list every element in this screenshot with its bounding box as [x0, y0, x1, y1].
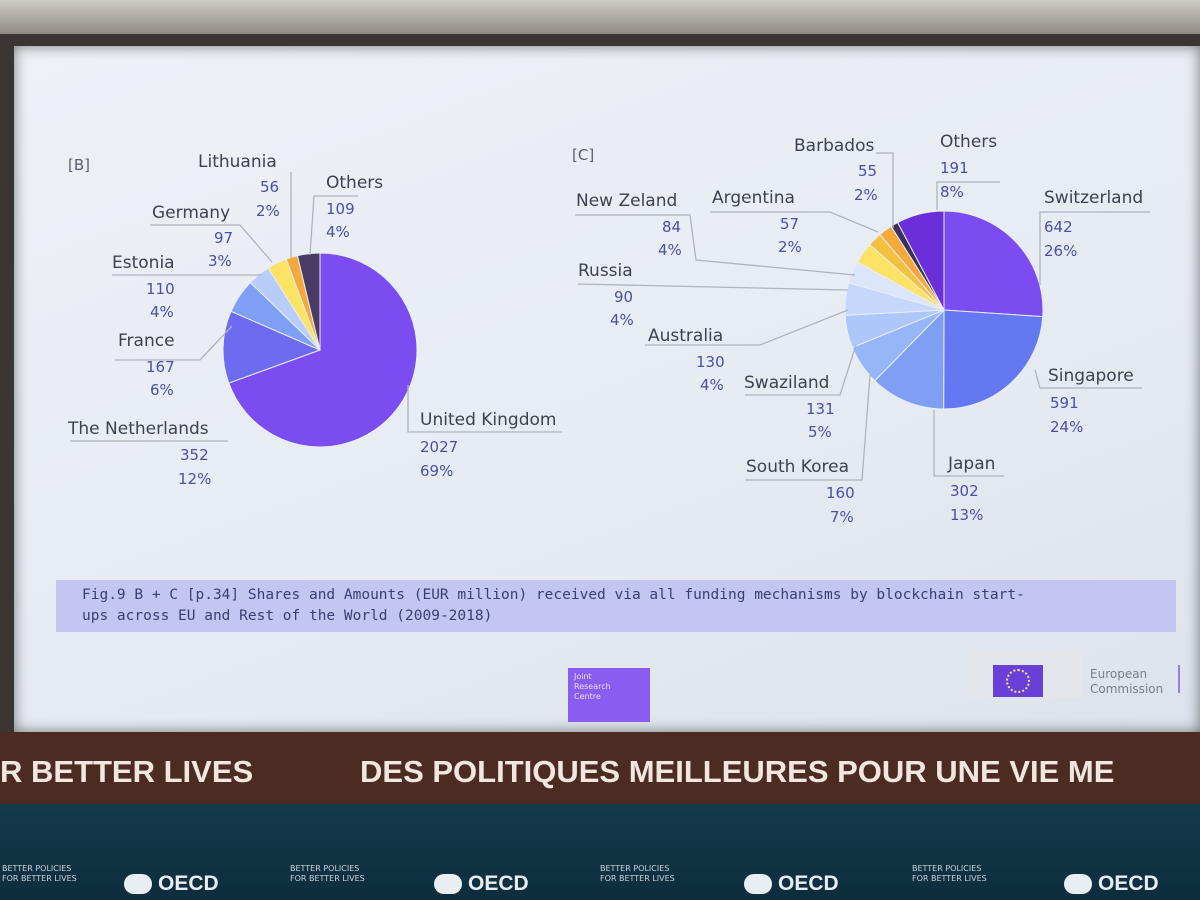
label-australia: Australia: [648, 326, 724, 346]
share-united-kingdom: 69%: [420, 462, 454, 480]
value-netherlands: 352: [180, 446, 209, 464]
leader-lines: [70, 152, 1150, 481]
share-swaziland: 5%: [808, 423, 832, 441]
value-switzerland: 642: [1044, 218, 1073, 236]
ec-logo-bar: [1178, 665, 1180, 693]
value-south-korea: 160: [826, 484, 855, 502]
banner-left-text: R BETTER LIVES: [0, 754, 254, 789]
pie-slice-the-netherlands: [222, 310, 322, 384]
value-united-kingdom: 2027: [420, 438, 459, 456]
wall-motto-3: BETTER POLICIES FOR BETTER LIVES: [600, 864, 675, 883]
label-japan: Japan: [948, 454, 996, 474]
value-australia: 130: [696, 353, 725, 371]
share-singapore: 24%: [1050, 418, 1084, 436]
value-lithuania: 56: [260, 178, 280, 196]
label-barbados: Barbados: [794, 136, 875, 156]
wall-motto-2: BETTER POLICIES FOR BETTER LIVES: [290, 864, 365, 883]
label-lithuania: Lithuania: [198, 152, 277, 172]
jrc-line-2: Research: [574, 682, 611, 691]
panel-c-tag: [C]: [572, 146, 595, 164]
jrc-logo: Joint Research Centre: [568, 668, 650, 722]
label-russia: Russia: [578, 261, 633, 281]
label-france: France: [118, 331, 175, 351]
slogan-banner: R BETTER LIVES DES POLITIQUES MEILLEURES…: [0, 732, 1200, 804]
caption-line-1: Fig.9 B + C [p.34] Shares and Amounts (E…: [82, 587, 1025, 603]
label-argentina: Argentina: [712, 188, 795, 208]
label-new-zeland: New Zeland: [576, 191, 678, 211]
share-germany: 3%: [208, 252, 232, 270]
label-switzerland: Switzerland: [1044, 188, 1144, 208]
share-japan: 13%: [950, 506, 984, 524]
pie-slice-others: [896, 210, 945, 311]
label-others-c: Others: [940, 132, 998, 152]
label-estonia: Estonia: [112, 253, 175, 273]
oecd-logo-icon: [124, 874, 152, 894]
value-others-b: 109: [326, 200, 355, 218]
pie-slice-singapore: [943, 309, 1044, 410]
value-france: 167: [146, 358, 175, 376]
pie-slice-switzerland: [943, 210, 1044, 318]
pie-c: [844, 210, 1044, 410]
value-singapore: 591: [1050, 394, 1079, 412]
value-swaziland: 131: [806, 400, 835, 418]
share-others-c: 8%: [940, 183, 964, 201]
label-swaziland: Swaziland: [744, 373, 830, 393]
value-others-c: 191: [940, 159, 969, 177]
value-argentina: 57: [780, 215, 800, 233]
share-others-b: 4%: [326, 223, 350, 241]
share-argentina: 2%: [778, 238, 802, 256]
value-russia: 90: [614, 288, 634, 306]
oecd-text-4: OECD: [1098, 872, 1159, 895]
eu-stars-icon: [1006, 669, 1030, 693]
share-switzerland: 26%: [1044, 242, 1078, 260]
label-others-b: Others: [326, 173, 384, 193]
ec-logo-text: European Commission: [1090, 667, 1163, 697]
value-estonia: 110: [146, 280, 175, 298]
oecd-text-3: OECD: [778, 872, 839, 895]
wall-motto-1: BETTER POLICIES FOR BETTER LIVES: [2, 864, 77, 883]
pie-slice-japan: [874, 308, 945, 410]
label-singapore: Singapore: [1048, 366, 1134, 386]
oecd-text-2: OECD: [468, 872, 529, 895]
value-japan: 302: [950, 482, 979, 500]
share-south-korea: 7%: [830, 508, 854, 526]
share-australia: 4%: [700, 376, 724, 394]
ec-line-1: European: [1090, 667, 1148, 681]
value-germany: 97: [214, 229, 234, 247]
wall-motto-4: BETTER POLICIES FOR BETTER LIVES: [912, 864, 987, 883]
oecd-wall: [0, 804, 1200, 900]
share-lithuania: 2%: [256, 202, 280, 220]
share-russia: 4%: [610, 311, 634, 329]
share-estonia: 4%: [150, 303, 174, 321]
ec-line-2: Commission: [1090, 682, 1164, 696]
pie-slice-united-kingdom: [228, 252, 418, 448]
oecd-logo-icon: [744, 874, 772, 894]
oecd-logo-icon: [434, 874, 462, 894]
label-netherlands: The Netherlands: [68, 419, 209, 439]
jrc-line-1: Joint: [574, 672, 592, 681]
label-germany: Germany: [152, 203, 231, 223]
share-barbados: 2%: [854, 186, 878, 204]
label-united-kingdom: United Kingdom: [420, 410, 557, 430]
oecd-text-1: OECD: [158, 872, 219, 895]
share-netherlands: 12%: [178, 470, 212, 488]
value-barbados: 55: [858, 162, 878, 180]
caption-line-2: ups across EU and Rest of the World (200…: [82, 608, 493, 624]
banner-right-text: DES POLITIQUES MEILLEURES POUR UNE VIE M…: [360, 754, 1115, 789]
jrc-line-3: Centre: [574, 692, 601, 701]
figure-caption: Fig.9 B + C [p.34] Shares and Amounts (E…: [56, 580, 1176, 632]
pie-slice-others: [296, 252, 321, 351]
oecd-logo-icon: [1064, 874, 1092, 894]
panel-b-tag: [B]: [68, 156, 90, 174]
value-new-zeland: 84: [662, 218, 682, 236]
share-new-zeland: 4%: [658, 241, 682, 259]
label-south-korea: South Korea: [746, 457, 850, 477]
pie-b: [222, 252, 418, 448]
share-france: 6%: [150, 381, 174, 399]
